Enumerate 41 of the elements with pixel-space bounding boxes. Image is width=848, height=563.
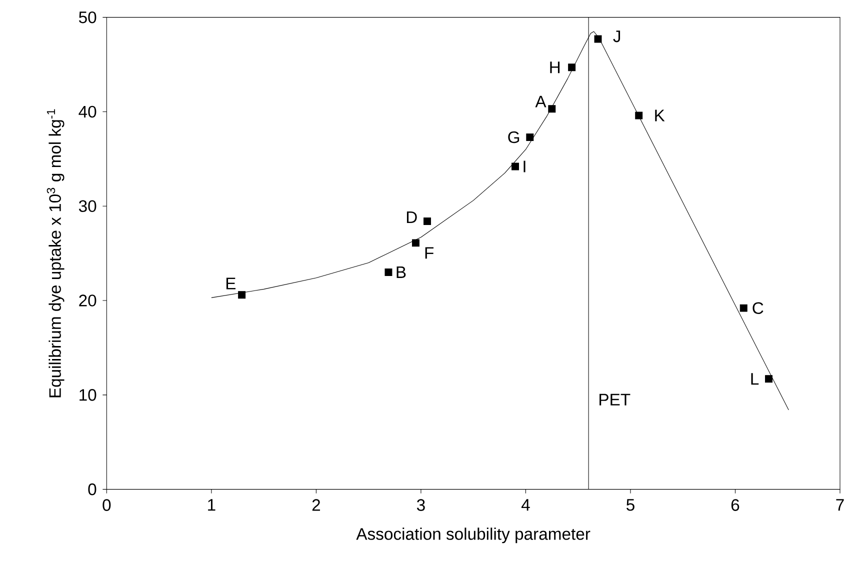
point bbox=[412, 239, 420, 247]
annotation: G bbox=[508, 131, 520, 144]
x-tick-label: 5 bbox=[626, 499, 634, 511]
annotation: A bbox=[535, 96, 546, 108]
point bbox=[568, 64, 576, 72]
point bbox=[765, 375, 772, 383]
annotation: K bbox=[655, 110, 665, 122]
x-axis-title: Association solubility parameter bbox=[356, 528, 590, 544]
x-tick-label: 1 bbox=[208, 499, 216, 511]
point bbox=[238, 291, 246, 299]
x-tick-label: 6 bbox=[731, 499, 740, 512]
point bbox=[526, 134, 534, 142]
point bbox=[548, 105, 556, 113]
point bbox=[384, 268, 392, 276]
annotation: F bbox=[425, 247, 434, 259]
point bbox=[512, 162, 519, 170]
annotation: E bbox=[226, 278, 236, 290]
y-tick-label: 0 bbox=[88, 484, 96, 496]
annotation: L bbox=[751, 373, 759, 385]
x-tick-label: 7 bbox=[836, 499, 844, 511]
x-tick-label: 0 bbox=[102, 499, 111, 512]
annotation: I bbox=[524, 160, 526, 172]
point bbox=[594, 35, 602, 43]
ref-line-label: PET bbox=[600, 394, 630, 406]
y-tick-label: 30 bbox=[78, 200, 96, 212]
annotation: C bbox=[752, 302, 764, 314]
annotation: J bbox=[613, 30, 620, 42]
annotation: B bbox=[396, 266, 406, 278]
y-axis-title: Equilibrium dye uptake x 10$^{3}$ g mol kg$^{-1}$ bbox=[46, 109, 64, 398]
x-tick-label: 4 bbox=[521, 499, 530, 511]
y-tick-label: 40 bbox=[78, 106, 96, 118]
x-tick-label: 3 bbox=[416, 499, 425, 512]
y-tick-label: 20 bbox=[79, 294, 96, 307]
annotation: D bbox=[406, 212, 417, 224]
point bbox=[424, 218, 431, 226]
annotation: H bbox=[550, 62, 560, 74]
point bbox=[635, 112, 643, 120]
y-tick-label: 10 bbox=[80, 389, 96, 401]
x-tick-label: 2 bbox=[312, 499, 320, 511]
y-tick-label: 50 bbox=[78, 12, 96, 24]
point bbox=[740, 304, 748, 312]
